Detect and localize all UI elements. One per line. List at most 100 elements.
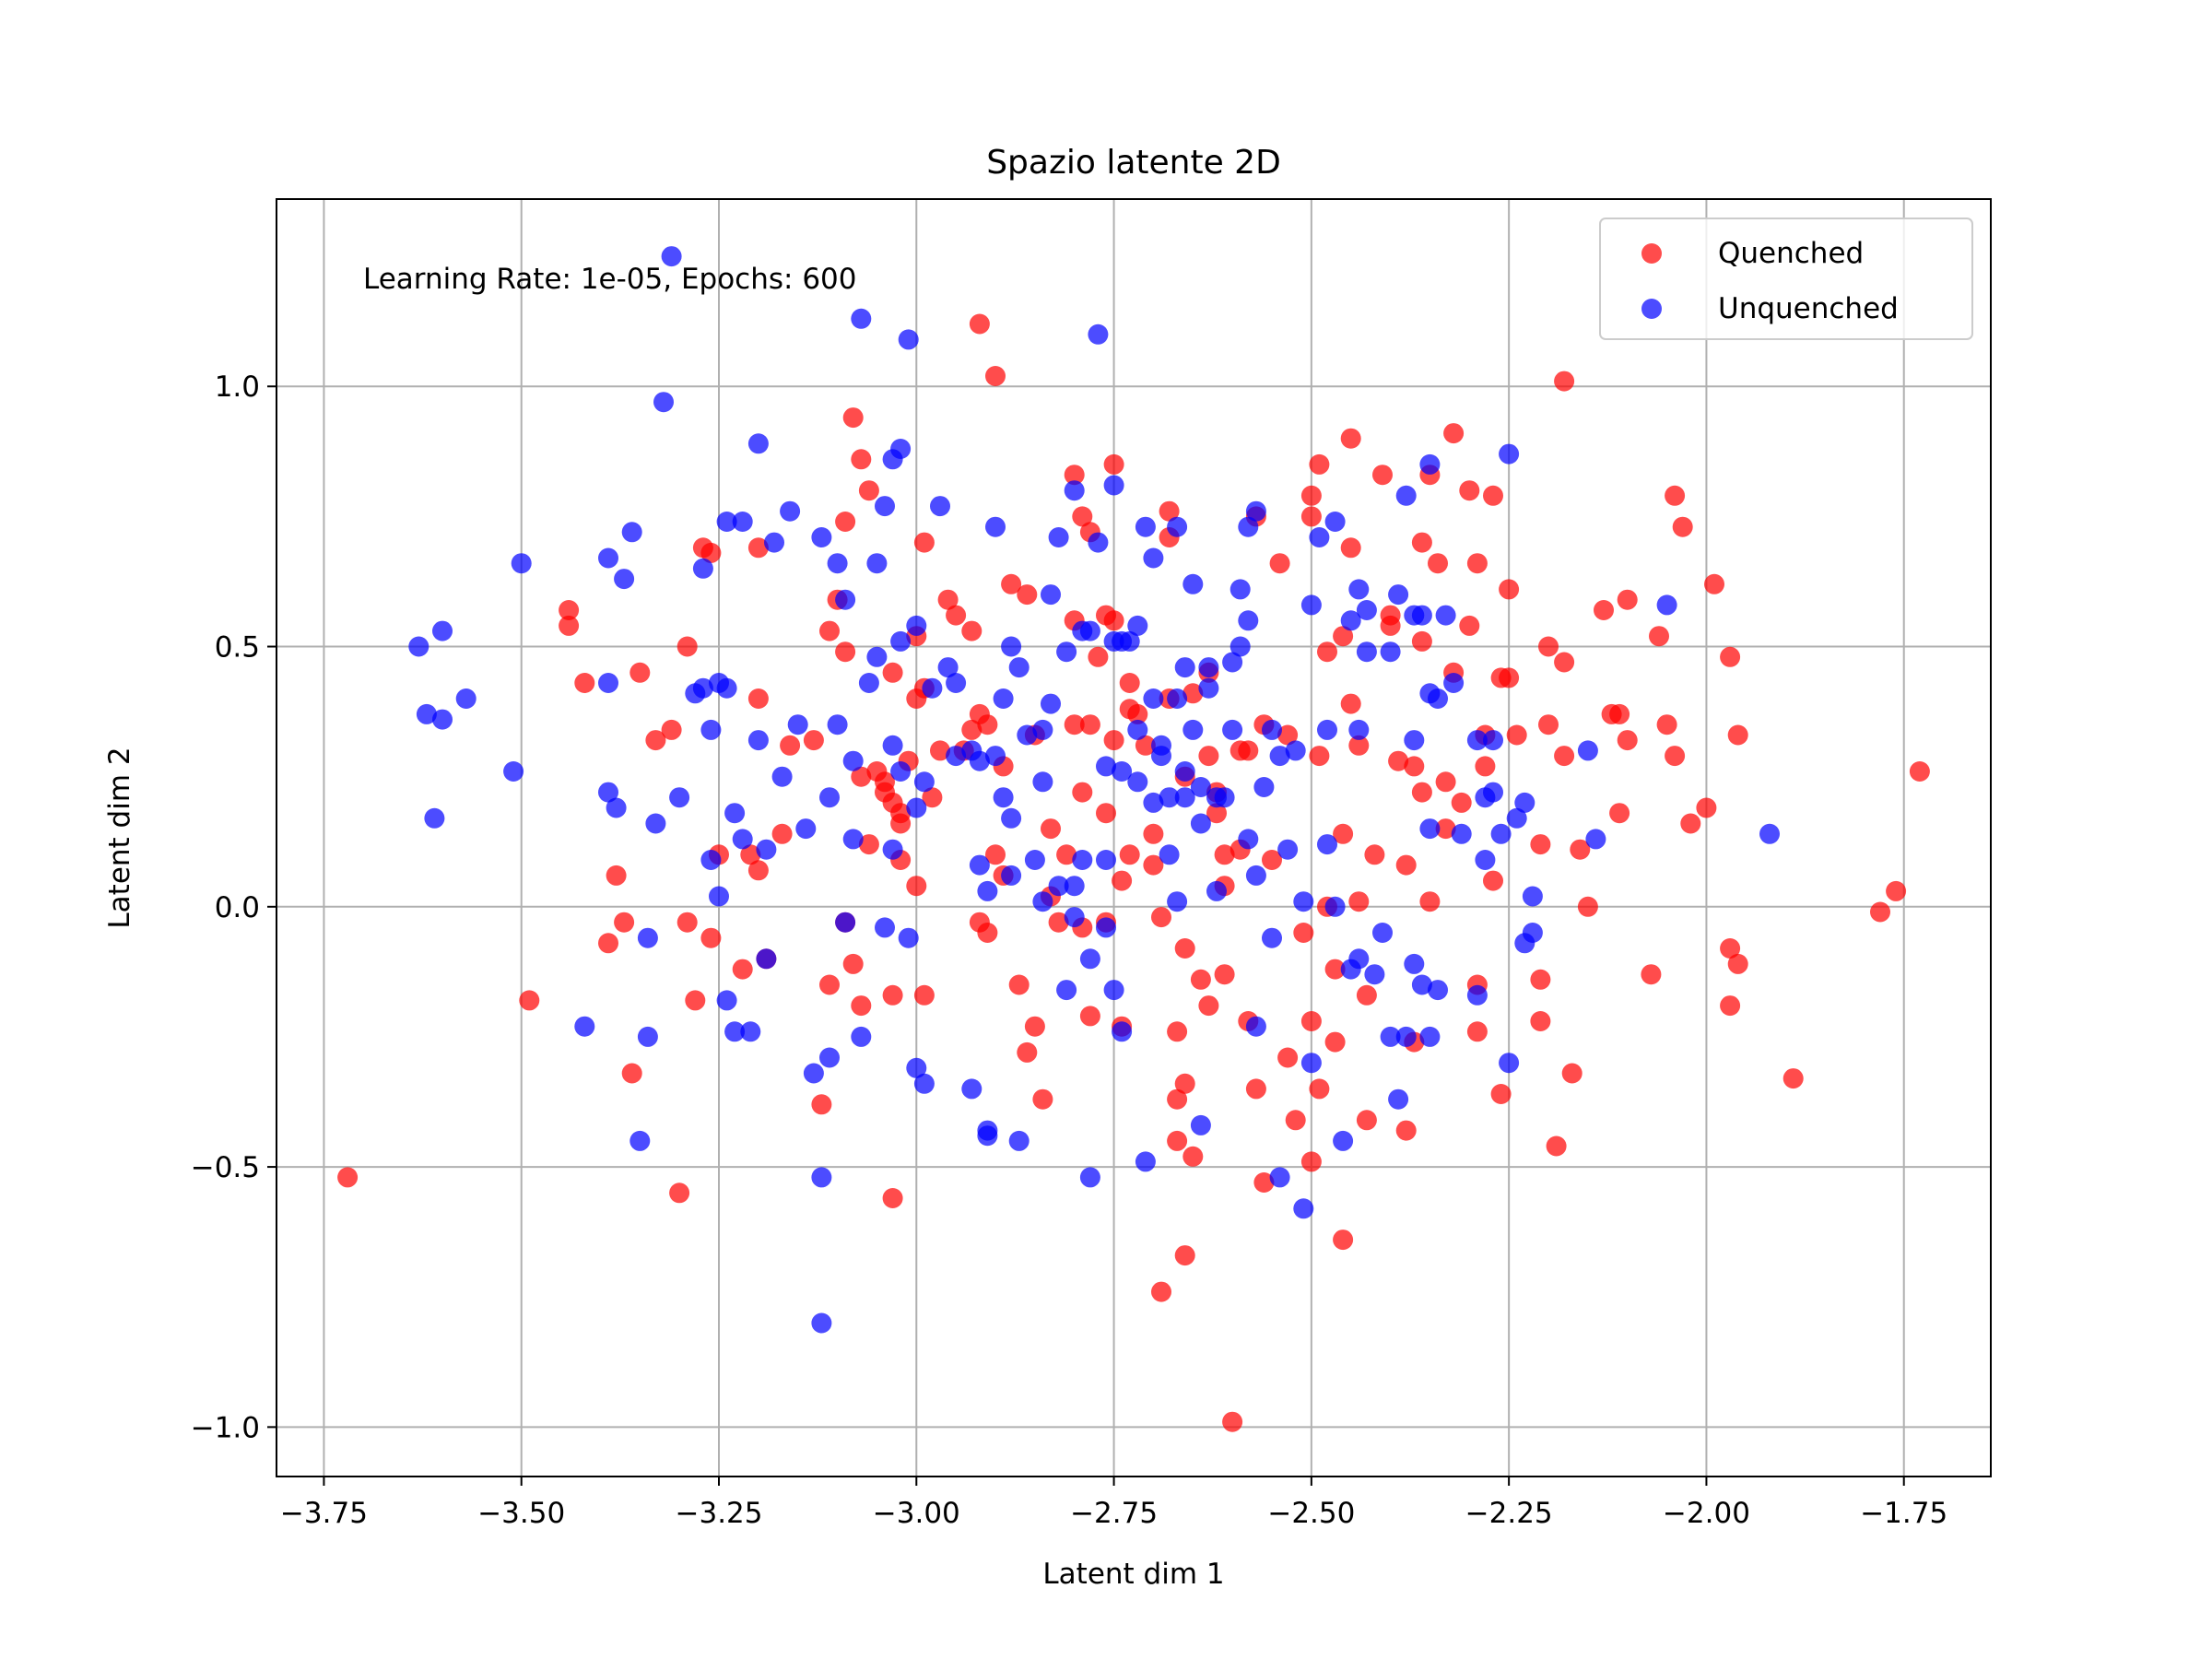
data-point-unquenched (906, 615, 927, 636)
data-point-quenched (1103, 610, 1124, 631)
data-point-unquenched (835, 912, 856, 933)
legend-marker-quenched (1641, 243, 1662, 264)
data-point-unquenched (1269, 746, 1290, 767)
data-point-quenched (1277, 724, 1299, 746)
data-point-quenched (937, 589, 959, 610)
data-point-quenched (842, 953, 864, 974)
data-point-unquenched (1167, 891, 1188, 912)
data-point-unquenched (1198, 677, 1219, 699)
data-point-quenched (875, 771, 895, 793)
data-point-quenched (1641, 964, 1662, 985)
data-point-unquenched (882, 839, 903, 860)
data-point-quenched (985, 366, 1006, 386)
data-point-unquenched (1483, 730, 1503, 751)
data-point-unquenched (1656, 594, 1677, 616)
data-point-quenched (851, 449, 872, 470)
data-point-quenched (1356, 984, 1377, 1006)
data-point-unquenched (1222, 719, 1243, 740)
data-point-unquenched (416, 703, 437, 724)
data-point-quenched (1435, 818, 1456, 840)
data-point-unquenched (1490, 823, 1512, 844)
data-point-unquenched (985, 746, 1006, 767)
data-point-quenched (1277, 1047, 1299, 1068)
data-point-quenched (1459, 480, 1480, 501)
data-point-quenched (1182, 1146, 1204, 1167)
data-point-unquenched (1277, 839, 1299, 860)
legend-marker-unquenched (1641, 299, 1662, 319)
data-point-quenched (1072, 506, 1093, 527)
data-point-quenched (913, 984, 935, 1006)
data-point-unquenched (1404, 953, 1425, 974)
data-point-unquenched (882, 735, 903, 756)
data-point-quenched (1609, 703, 1630, 724)
data-point-unquenched (756, 948, 777, 970)
data-point-quenched (1490, 1084, 1512, 1104)
data-point-quenched (1017, 584, 1038, 606)
data-point-quenched (1127, 703, 1148, 724)
data-point-quenched (961, 719, 982, 740)
x-tick-label: −2.75 (1070, 1497, 1158, 1530)
data-point-quenched (1182, 683, 1204, 704)
data-point-quenched (1340, 537, 1361, 559)
data-point-quenched (1088, 646, 1109, 667)
data-point-quenched (969, 313, 990, 335)
data-point-unquenched (1214, 787, 1235, 808)
data-point-unquenched (1151, 735, 1171, 756)
data-point-unquenched (1451, 823, 1472, 844)
data-point-unquenched (1182, 719, 1204, 740)
data-point-quenched (1870, 901, 1890, 923)
data-point-unquenched (795, 818, 817, 840)
data-point-quenched (858, 834, 879, 855)
data-point-unquenched (1522, 886, 1543, 907)
grid-lines (276, 199, 1991, 1477)
data-point-unquenched (747, 730, 769, 751)
data-point-quenched (882, 1188, 903, 1208)
data-point-unquenched (700, 850, 722, 870)
data-point-quenched (1727, 724, 1748, 746)
data-point-unquenched (724, 803, 746, 824)
data-point-unquenched (890, 439, 912, 459)
data-point-quenched (1348, 891, 1370, 912)
data-point-quenched (1617, 589, 1638, 610)
data-point-quenched (1530, 1011, 1551, 1031)
data-point-unquenched (1048, 527, 1069, 547)
x-tick-label: −2.25 (1465, 1497, 1553, 1530)
data-point-quenched (1530, 969, 1551, 990)
data-point-unquenched (1356, 641, 1377, 663)
data-point-unquenched (875, 496, 895, 517)
data-point-unquenched (1238, 610, 1259, 631)
data-point-unquenched (1127, 615, 1148, 636)
data-point-unquenched (1032, 771, 1053, 793)
data-point-quenched (740, 844, 761, 865)
data-point-unquenched (637, 1026, 658, 1047)
data-point-unquenched (1190, 1114, 1211, 1135)
data-point-quenched (1300, 485, 1322, 506)
data-point-quenched (1198, 995, 1219, 1017)
data-point-quenched (961, 620, 982, 641)
data-point-unquenched (1174, 761, 1195, 782)
data-point-quenched (1079, 714, 1100, 735)
x-tick-label: −2.50 (1267, 1497, 1355, 1530)
data-point-unquenched (432, 709, 453, 730)
data-point-quenched (882, 662, 903, 683)
data-point-quenched (1048, 912, 1069, 933)
data-point-quenched (803, 730, 824, 751)
data-point-unquenched (1159, 844, 1180, 865)
data-point-unquenched (1143, 547, 1164, 569)
data-point-quenched (1253, 1172, 1275, 1193)
x-tick-label: −1.75 (1860, 1497, 1947, 1530)
data-point-quenched (1404, 756, 1425, 777)
data-point-unquenched (1356, 600, 1377, 620)
data-point-unquenched (661, 246, 682, 267)
data-point-unquenched (803, 1063, 824, 1084)
data-point-quenched (1214, 844, 1235, 865)
data-point-quenched (337, 1167, 359, 1188)
data-point-unquenched (811, 1167, 832, 1188)
data-point-quenched (1411, 630, 1432, 652)
data-point-unquenched (1001, 865, 1022, 886)
data-point-unquenched (511, 553, 532, 574)
data-point-quenched (669, 1182, 690, 1204)
data-point-unquenched (858, 673, 879, 693)
x-tick-label: −3.25 (676, 1497, 763, 1530)
